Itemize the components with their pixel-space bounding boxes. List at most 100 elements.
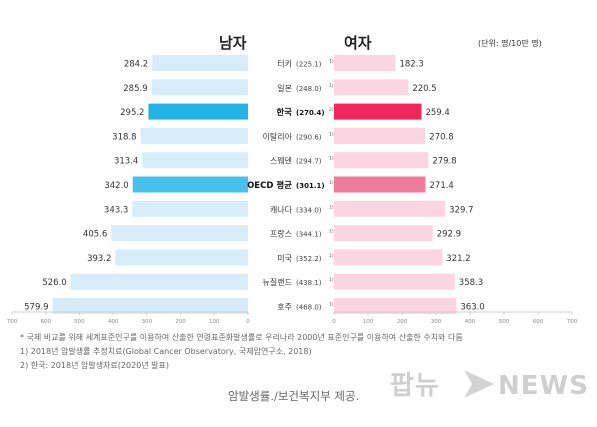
category-label: 호주: [277, 303, 292, 312]
x-tick-label: 700: [7, 319, 18, 325]
men-title: 남자: [219, 34, 247, 52]
bar-male: [151, 79, 248, 96]
category-label: 일본: [277, 84, 292, 93]
unit-label: (단위: 명/10만 명): [478, 39, 542, 48]
value-label-female: 259.4: [425, 108, 449, 118]
x-tick-label: 300: [142, 319, 153, 325]
category-total-label: (334.0): [296, 206, 322, 214]
x-tick-label: 200: [397, 319, 408, 325]
category-label: 터키: [277, 60, 292, 69]
category-label: 미국: [277, 254, 292, 263]
watermark-news-text: NEWS: [498, 371, 589, 401]
x-tick-label: 200: [175, 319, 186, 325]
watermark-text: 팝뉴: [390, 371, 440, 401]
value-label-female: 271.4: [430, 181, 454, 191]
incidence-chart: 284.2 182.3 터키 (225.1) 1) 285.9 220.5 일본 (248.0)…: [7, 55, 578, 325]
category-footnote-mark: 1): [329, 83, 334, 89]
value-label-female: 321.2: [446, 254, 470, 264]
value-label-female: 292.9: [437, 230, 461, 240]
bar-male: [140, 127, 248, 144]
women-title: 여자: [344, 34, 372, 52]
value-label-male: 313.4: [114, 157, 138, 167]
bar-female: [334, 298, 457, 314]
bar-female: [334, 225, 433, 242]
category-label: 한국: [276, 107, 292, 118]
bar-male: [132, 200, 248, 217]
bar-male: [152, 55, 248, 71]
category-total-label: (248.0): [296, 85, 322, 93]
category-footnote-mark: 1): [329, 131, 334, 137]
x-tick-label: 700: [567, 319, 578, 325]
category-label: 캐나다: [270, 205, 293, 214]
category-label: 뉴질랜드: [263, 277, 292, 287]
bar-female: [334, 176, 426, 193]
category-footnote-mark: 1): [329, 277, 334, 283]
category-label: 스웨덴: [270, 156, 292, 166]
x-tick-label: 100: [363, 319, 374, 325]
category-footnote-mark: 1): [329, 156, 334, 162]
category-total-label: (301.1): [296, 182, 325, 190]
watermark-logo: 팝뉴 NEWS: [390, 370, 589, 401]
image-credit: 암발생률./보건복지부 제공.: [228, 389, 360, 403]
x-tick-label: 300: [431, 319, 442, 325]
value-label-male: 343.3: [104, 205, 128, 215]
x-tick-label: 500: [499, 319, 510, 325]
bar-female: [334, 55, 396, 71]
category-label: OECD 평균: [247, 180, 292, 191]
category-label: 프랑스: [270, 229, 292, 239]
value-label-male: 318.8: [112, 132, 136, 142]
watermark-arrow-icon: [464, 370, 494, 398]
footnote-note: * 국제 비교를 위해 세계표준인구를 이용하여 산출한 연령표준화발생률로 우…: [20, 333, 463, 342]
category-footnote-mark: 1): [329, 59, 334, 65]
bar-male: [142, 152, 248, 169]
value-label-female: 182.3: [399, 60, 423, 70]
category-total-label: (344.1): [296, 231, 322, 239]
value-label-male: 285.9: [123, 84, 147, 94]
category-footnote-mark: 1): [329, 302, 334, 308]
category-total-label: (270.4): [296, 109, 325, 117]
x-tick-label: 400: [465, 319, 476, 325]
category-total-label: (352.2): [296, 255, 322, 263]
category-footnote-mark: 2): [329, 107, 334, 113]
x-tick-label: 0: [332, 319, 336, 325]
value-label-male: 579.9: [24, 303, 48, 313]
value-label-female: 358.3: [459, 278, 483, 288]
category-total-label: (225.1): [296, 61, 322, 69]
category-footnote-mark: 1): [329, 204, 334, 210]
category-footnote-mark: 1): [329, 253, 334, 259]
value-label-female: 279.8: [432, 157, 456, 167]
value-label-female: 220.5: [412, 84, 436, 94]
bar-male: [52, 298, 248, 314]
x-tick-label: 0: [246, 319, 250, 325]
footnote-source-1: 1) 2018년 암발생률 추정치료(Global Cancer Observa…: [20, 347, 312, 356]
value-label-male: 284.2: [124, 60, 148, 70]
value-label-male: 342.0: [104, 181, 128, 191]
value-label-female: 329.7: [449, 205, 473, 215]
value-label-male: 295.2: [120, 108, 144, 118]
bar-female: [334, 127, 426, 144]
category-total-label: (468.0): [296, 304, 322, 312]
bar-male: [115, 249, 248, 266]
value-label-male: 526.0: [42, 278, 66, 288]
category-total-label: (438.1): [296, 279, 322, 287]
bar-male: [148, 103, 248, 120]
category-footnote-mark: 1): [329, 229, 334, 235]
value-label-male: 393.2: [87, 254, 111, 264]
category-total-label: (290.6): [296, 133, 322, 141]
bar-male: [70, 273, 248, 290]
value-label-male: 405.6: [83, 230, 107, 240]
category-label: 이탈리아: [263, 131, 293, 141]
value-label-female: 363.0: [460, 303, 484, 313]
bar-female: [334, 103, 422, 120]
bar-male: [132, 176, 248, 193]
category-total-label: (294.7): [296, 158, 322, 166]
x-tick-label: 400: [108, 319, 119, 325]
footnote-source-2: 2) 한국: 2018년 암발생자료(2020년 발표): [20, 361, 169, 370]
bar-female: [334, 249, 443, 266]
x-tick-label: 600: [533, 319, 544, 325]
category-footnote-mark: 1): [329, 180, 334, 186]
x-tick-label: 600: [40, 319, 51, 325]
bar-female: [334, 200, 446, 217]
value-label-female: 270.8: [429, 132, 453, 142]
bar-female: [334, 152, 429, 169]
